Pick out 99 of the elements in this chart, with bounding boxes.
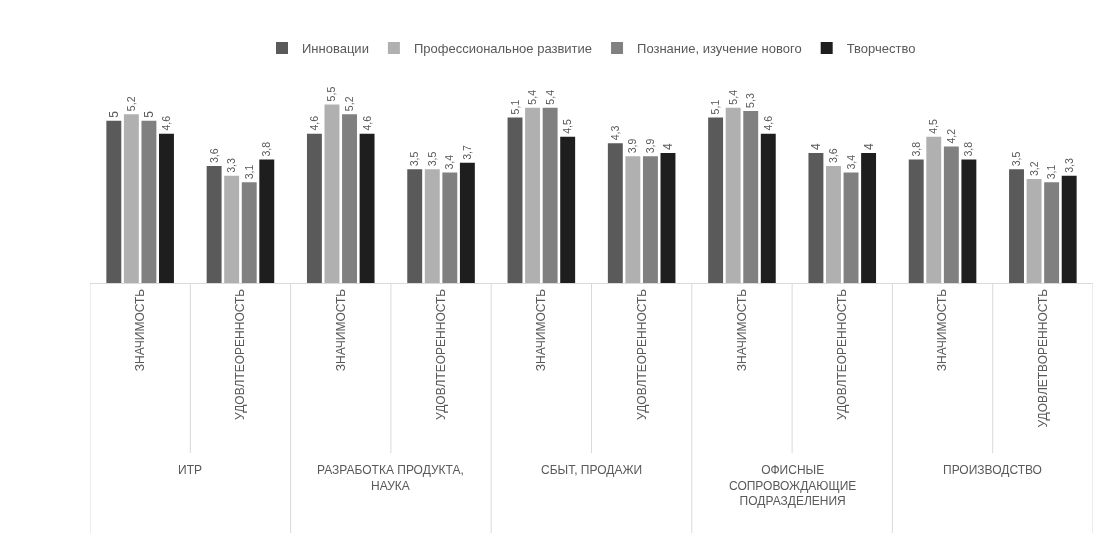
bar: [808, 153, 824, 283]
data-label: 3,6: [207, 148, 220, 164]
data-label: 4,6: [761, 115, 774, 131]
data-label: 3,4: [443, 154, 456, 170]
data-label: 5,1: [508, 99, 521, 115]
bar: [760, 133, 776, 283]
bar: [560, 136, 576, 283]
bar: [359, 133, 375, 283]
bar: [826, 166, 841, 283]
bar: [159, 133, 174, 283]
data-label: 5: [141, 110, 156, 118]
data-label: 4,3: [608, 125, 621, 141]
bar: [743, 110, 759, 283]
bar: [1044, 182, 1060, 283]
data-label: 3,8: [909, 141, 922, 157]
data-label: 4,6: [159, 115, 172, 131]
bar: [708, 117, 724, 283]
data-label: 4,6: [307, 115, 320, 131]
bar: [259, 159, 275, 283]
data-label: 5,2: [124, 96, 137, 112]
bar: [1009, 169, 1024, 283]
bar: [123, 114, 139, 283]
x-tick-label: УДОВЛТЕОРЕННОСТЬ: [835, 288, 850, 420]
data-label: 5,3: [744, 93, 757, 108]
bar: [424, 169, 440, 283]
text: СБЫТ, ПРОДАЖИ: [541, 463, 643, 477]
data-label: 3,1: [242, 164, 255, 180]
bar: [1061, 175, 1077, 283]
bar: [861, 153, 877, 283]
bar: [206, 166, 222, 283]
bar: [642, 156, 658, 283]
data-label: 4,2: [944, 128, 957, 144]
data-label: 3,8: [260, 141, 273, 157]
data-label: 3,7: [460, 145, 473, 160]
bar: [342, 114, 357, 283]
data-label: 3,9: [626, 138, 639, 154]
bar: [224, 175, 240, 283]
bar: [961, 159, 977, 283]
x-tick-label: ЗНАЧИМОСТЬ: [734, 288, 749, 372]
bar: [407, 169, 423, 283]
x-tick-label: ЗНАЧИМОСТЬ: [333, 288, 348, 372]
bar: [1026, 179, 1042, 283]
data-label: 5,2: [343, 96, 356, 112]
legend-label: Профессиональное развитие: [413, 41, 593, 57]
data-label: 3,9: [643, 138, 656, 154]
x-tick-label: УДОВЛЕТВОРЕННОСТЬ: [1035, 288, 1050, 428]
data-label: 3,5: [425, 151, 438, 167]
data-label: 3,1: [1045, 164, 1058, 180]
bar: [908, 159, 924, 283]
data-label: 3,3: [225, 158, 238, 173]
bar: [442, 172, 458, 283]
bar: [926, 136, 942, 283]
bar: [507, 117, 523, 283]
bar: [660, 153, 676, 283]
legend-label: Познание, изучение нового: [637, 41, 802, 57]
bar: [306, 133, 322, 283]
data-label: 3,5: [1010, 151, 1023, 167]
data-label: 3,8: [962, 141, 975, 157]
data-label: 4,5: [927, 119, 940, 134]
bar: [843, 172, 859, 283]
data-label: 5,1: [709, 99, 722, 115]
x-tick-label: УДОВЛТЕОРЕННОСТЬ: [233, 288, 248, 420]
bar: [106, 120, 122, 283]
bar: [141, 120, 157, 283]
text: ИТР: [178, 463, 202, 477]
data-label: 4,6: [360, 115, 373, 131]
data-label: 4: [808, 143, 823, 151]
text: РАЗРАБОТКА ПРОДУКТА, НАУКА: [317, 463, 464, 493]
data-label: 5,4: [543, 89, 556, 105]
data-label: 5: [106, 110, 121, 118]
bar: [725, 107, 741, 283]
x-tick-label: УДОВЛТЕОРЕННОСТЬ: [433, 288, 448, 420]
x-tick-label: ЗНАЧИМОСТЬ: [534, 288, 549, 372]
bar: [459, 162, 475, 283]
data-label: 3,4: [844, 154, 857, 170]
data-label: 5,4: [726, 89, 739, 105]
legend-label: Инновации: [302, 41, 369, 57]
bar: [943, 146, 959, 283]
data-label: 3,6: [826, 148, 839, 164]
bar: [607, 143, 623, 283]
data-label: 3,2: [1027, 161, 1040, 177]
bar: [241, 182, 257, 283]
bar: [525, 107, 541, 283]
data-label: 3,3: [1062, 158, 1075, 173]
data-label: 4: [861, 143, 876, 151]
data-label: 5,4: [526, 89, 539, 105]
x-tick-label: ЗНАЧИМОСТЬ: [133, 288, 148, 372]
x-tick-label: ЗНАЧИМОСТЬ: [935, 288, 950, 372]
text: ОФИСНЫЕ СОПРОВОЖДАЮЩИЕ ПОДРАЗДЕЛЕНИЯ: [729, 463, 857, 509]
bar: [324, 104, 340, 283]
data-label: 3,5: [408, 151, 421, 167]
bar: [625, 156, 641, 283]
bar: [542, 107, 558, 283]
text: ПРОИЗВОДСТВО: [943, 463, 1042, 477]
data-label: 4,5: [561, 119, 574, 134]
legend-label: Творчество: [846, 41, 916, 57]
data-label: 4: [660, 143, 675, 151]
data-label: 5,5: [325, 86, 338, 102]
x-tick-label: УДОВЛТЕОРЕННОСТЬ: [634, 288, 649, 420]
